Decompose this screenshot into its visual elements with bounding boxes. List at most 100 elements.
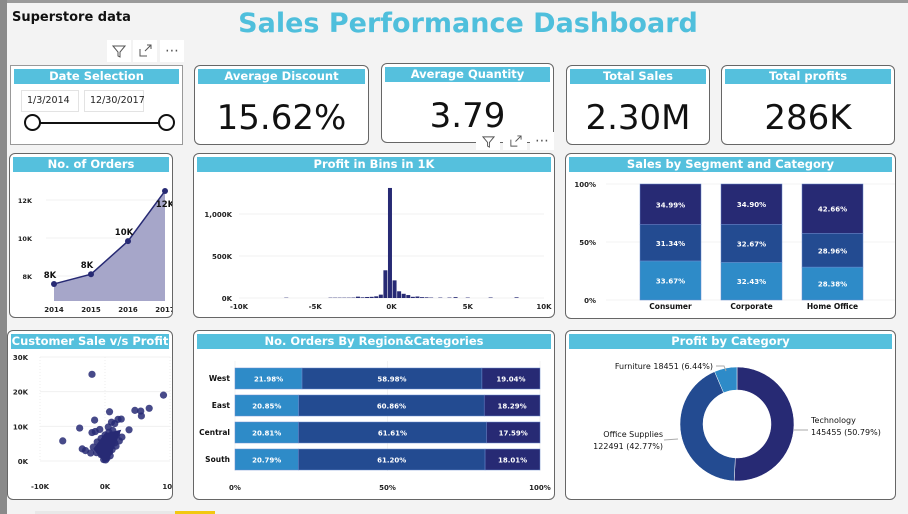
histogram-bar — [374, 296, 379, 298]
page-tab-bar[interactable] — [35, 511, 215, 514]
histogram-bar — [410, 296, 415, 298]
histogram-bar — [453, 297, 458, 298]
data-label: 34.90% — [737, 201, 766, 209]
histogram-bar — [360, 297, 365, 298]
histogram-bar — [369, 296, 374, 298]
data-label: 58.98% — [377, 376, 406, 384]
donut-slice — [733, 366, 795, 482]
profit-bins-chart: 0K 500K 1,000K -10K -5K 0K 5K 10K — [204, 187, 552, 311]
kpi-total-sales: Total Sales 2.30M — [566, 65, 710, 145]
slider-track[interactable] — [33, 122, 163, 124]
filter-icon[interactable] — [476, 132, 500, 150]
data-label: 61.61% — [378, 430, 407, 438]
y-tick-label: 30K — [13, 354, 29, 362]
orders-area-chart: 8K 10K 12K 8K 2014 8K 2015 10K 2016 12K 2017 — [18, 187, 173, 314]
more-options-icon[interactable]: ⋯ — [530, 132, 554, 150]
stacked-segment — [801, 233, 864, 268]
stacked-segment — [720, 224, 783, 263]
scatter-dense-cluster — [93, 429, 122, 461]
histogram-bar — [378, 294, 383, 298]
histogram-bar — [397, 291, 402, 298]
area-fill — [54, 190, 165, 301]
x-tick-label: Corporate — [730, 302, 772, 311]
histogram-bar — [365, 296, 370, 298]
x-tick-label: 100% — [529, 484, 551, 492]
scatter-point — [159, 391, 168, 399]
kpi-title: Average Quantity — [385, 67, 550, 82]
start-date-input[interactable]: 1/3/2014 — [21, 90, 79, 112]
donut-slice — [714, 366, 738, 394]
data-label: 18.01% — [498, 457, 527, 465]
x-tick-label: Home Office — [807, 302, 858, 311]
y-category-label: South — [205, 455, 230, 464]
donut-slice — [679, 371, 736, 482]
data-label: 19.04% — [496, 376, 525, 384]
x-tick-label: 10K — [536, 303, 552, 311]
data-label: 10K — [115, 228, 134, 238]
x-tick-label: 0K — [100, 483, 111, 491]
focus-mode-icon[interactable] — [503, 132, 527, 150]
y-tick-label: 0K — [18, 458, 29, 466]
histogram-bar — [355, 296, 360, 298]
more-options-icon[interactable]: ⋯ — [160, 40, 184, 62]
data-label: 12K — [156, 200, 173, 210]
chart-title: Profit by Category — [569, 334, 892, 349]
data-point — [162, 187, 168, 194]
active-page-tab[interactable] — [175, 511, 215, 514]
y-tick-label: 100% — [574, 181, 596, 189]
slider-end-handle[interactable] — [158, 114, 175, 131]
leader-line — [716, 365, 727, 372]
scatter-point — [96, 425, 104, 434]
stacked-segment — [720, 262, 783, 301]
data-label: 20.85% — [252, 403, 281, 411]
page-title: Sales Performance Dashboard — [238, 8, 698, 39]
histogram-bar — [392, 280, 397, 298]
data-label: 42.66% — [818, 206, 847, 214]
x-tick-label: 2014 — [44, 306, 64, 314]
scatter-point — [137, 412, 145, 420]
kpi-total-profits: Total profits 286K — [721, 65, 895, 145]
orders-chart-panel: No. of Orders 8K 10K 12K 8K 2014 8K 2015 10K 201… — [9, 153, 173, 318]
chart-title: Profit in Bins in 1K — [197, 157, 551, 172]
x-tick-label: 50% — [379, 484, 396, 492]
scatter-point — [91, 416, 99, 424]
x-tick-label: 0% — [229, 484, 241, 492]
y-category-label: Central — [199, 428, 230, 437]
stacked-segment — [481, 367, 541, 390]
focus-mode-icon[interactable] — [133, 40, 157, 62]
stacked-segment — [484, 448, 541, 471]
segment-stacked-chart: 0% 50% 100% 33.67% 31.34% 34.99% Consumer 32.43… — [574, 181, 895, 311]
y-tick-label: 500K — [212, 253, 233, 261]
data-label: 32.43% — [737, 278, 766, 286]
slider-start-handle[interactable] — [24, 114, 41, 131]
data-point — [88, 271, 94, 278]
chart-title: Sales by Segment and Category — [569, 157, 892, 172]
y-tick-label: 12K — [18, 197, 33, 205]
filter-icon[interactable] — [107, 40, 131, 62]
date-slicer[interactable]: Date Selection 1/3/2014 12/30/2017 — [10, 65, 183, 145]
leader-line — [663, 438, 679, 441]
slice-label: Office Supplies — [603, 430, 663, 439]
chart-title: No. Orders By Region&Categories — [197, 334, 551, 349]
data-label: 61.20% — [377, 457, 406, 465]
y-tick-label: 0K — [222, 295, 233, 303]
scatter-point — [88, 370, 96, 378]
slice-value-label: 122491 (42.77%) — [593, 442, 663, 451]
data-label: 21.98% — [254, 376, 283, 384]
date-slicer-title: Date Selection — [14, 69, 179, 84]
data-label: 8K — [44, 271, 57, 281]
data-label: 28.38% — [818, 281, 847, 289]
y-tick-label: 10K — [13, 423, 29, 431]
data-point — [51, 280, 57, 287]
histogram-bar — [514, 297, 519, 298]
stacked-segment — [801, 183, 864, 234]
x-tick-label: -5K — [309, 303, 323, 311]
end-date-input[interactable]: 12/30/2017 — [84, 90, 145, 112]
left-scroll-strip — [0, 0, 7, 514]
kpi-value: 286K — [764, 98, 852, 138]
segment-chart-panel: Sales by Segment and Category 0% 50% 100% 3… — [565, 153, 896, 319]
stacked-segment — [720, 183, 783, 225]
histogram-bar — [488, 297, 493, 298]
stacked-segment — [483, 394, 541, 417]
data-point — [125, 238, 131, 245]
